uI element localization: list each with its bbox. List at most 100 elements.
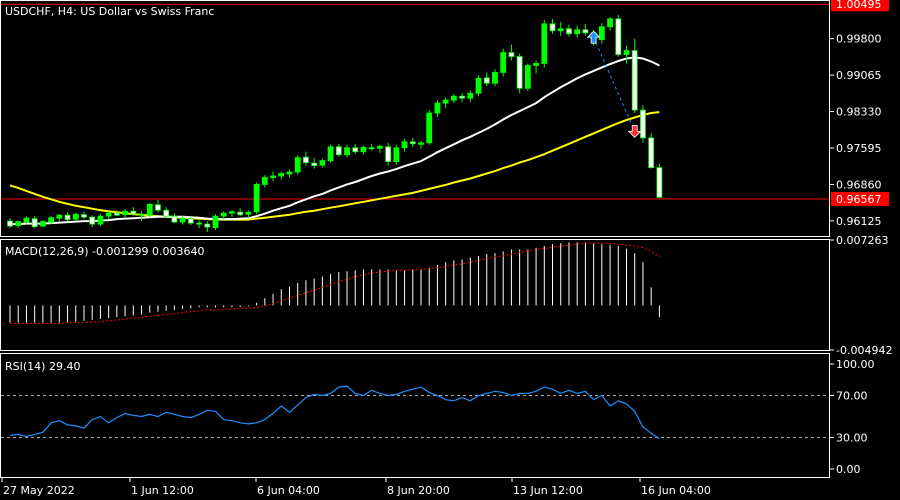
candle-body <box>294 157 301 173</box>
candle <box>352 143 359 154</box>
candle-body <box>81 214 87 218</box>
candle <box>327 144 334 163</box>
candle <box>434 100 441 118</box>
candle-body <box>179 217 186 223</box>
current-price-label: 0.96567 <box>836 193 882 206</box>
candle <box>615 14 622 57</box>
time-axis-label: 1 Jun 12:00 <box>131 484 194 497</box>
candle <box>212 214 219 231</box>
candle <box>401 138 408 152</box>
candle-body <box>508 52 515 57</box>
candle <box>311 157 318 169</box>
candle <box>360 145 367 155</box>
candle <box>270 171 276 182</box>
candle <box>623 45 630 64</box>
candle <box>450 94 457 104</box>
candle-body <box>97 215 104 225</box>
candle <box>48 216 54 225</box>
candle <box>220 211 227 220</box>
candle <box>97 214 104 227</box>
candle-body <box>516 56 523 89</box>
price-scale-label: 0.96860 <box>836 178 882 191</box>
candle <box>204 221 211 233</box>
candle-body <box>450 95 457 101</box>
candle <box>294 155 301 175</box>
time-axis-label: 6 Jun 04:00 <box>257 484 320 497</box>
candle-body <box>549 23 556 32</box>
price-scale-label: 0.99800 <box>836 33 882 46</box>
candle <box>574 25 581 38</box>
candle-body <box>31 218 38 227</box>
candle <box>130 207 137 215</box>
trade-connection-line <box>593 36 636 132</box>
candle <box>39 220 46 228</box>
candle-body <box>105 212 112 217</box>
candle-body <box>303 156 309 164</box>
symbol-label: USDCHF <box>5 5 51 18</box>
candle-body <box>352 147 359 153</box>
candle-body <box>171 215 178 223</box>
candle <box>237 208 244 217</box>
candle-body <box>327 146 334 162</box>
candle <box>524 63 531 92</box>
candle <box>533 60 539 74</box>
candle-body <box>607 18 613 28</box>
candle <box>335 143 342 157</box>
price-scale-label: 0.97595 <box>836 142 882 155</box>
macd-scale-label: 0.007263 <box>836 234 889 247</box>
rsi-scale-label: 70.00 <box>836 390 868 403</box>
candle-body <box>475 77 482 94</box>
candle <box>245 210 252 219</box>
candle-body <box>368 147 375 150</box>
candle-body <box>48 217 54 223</box>
time-axis-label: 16 Jun 04:00 <box>641 484 711 497</box>
candle-body <box>146 203 153 216</box>
price-scale-label: 0.96125 <box>836 215 882 228</box>
macd-panel-frame <box>0 239 830 351</box>
candle-body <box>640 109 646 139</box>
candle <box>179 216 186 225</box>
candle-body <box>598 26 605 41</box>
candle <box>368 143 375 151</box>
candle <box>196 220 202 229</box>
candle <box>648 132 655 169</box>
candle <box>303 151 309 166</box>
candle <box>607 16 613 31</box>
sell-arrow-icon <box>627 124 642 138</box>
candle <box>81 211 87 220</box>
candle <box>656 163 663 199</box>
candle <box>122 209 128 218</box>
candle-body <box>442 99 449 104</box>
candle-body <box>360 146 367 153</box>
time-axis-label: 27 May 2022 <box>3 484 75 497</box>
candle-body <box>72 213 79 220</box>
candle-body <box>385 146 392 163</box>
candle-body <box>500 52 507 73</box>
macd-label: MACD(12,26,9) -0.001299 0.003640 <box>5 245 204 258</box>
rsi-panel <box>1 385 829 440</box>
candle-body <box>56 214 63 219</box>
candle-body <box>253 184 260 213</box>
candle <box>187 217 194 226</box>
macd-panel <box>9 242 660 324</box>
candle-body <box>401 141 408 149</box>
candle-body <box>23 217 30 223</box>
candle-body <box>311 162 318 166</box>
candle-body <box>122 210 128 216</box>
candle-body <box>344 147 350 156</box>
candle-body <box>113 212 120 216</box>
candle <box>492 69 498 87</box>
candle-body <box>7 220 13 227</box>
candle <box>631 38 638 114</box>
candle-body <box>582 29 589 34</box>
candle <box>229 210 235 218</box>
candle <box>467 90 474 103</box>
candle <box>253 182 260 215</box>
candle-body <box>204 223 211 228</box>
candle <box>171 213 178 224</box>
candle-body <box>64 214 71 221</box>
candle-body <box>163 209 170 217</box>
candle <box>640 105 646 143</box>
candle-body <box>187 218 194 224</box>
